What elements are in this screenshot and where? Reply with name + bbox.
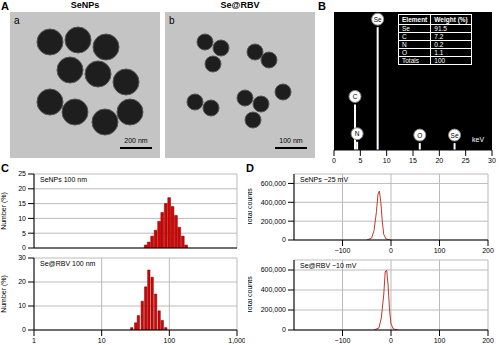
html-text:Totals: Totals bbox=[402, 57, 419, 64]
html-text:1.1: 1.1 bbox=[434, 49, 444, 56]
html-text:SeNPs: SeNPs bbox=[70, 0, 100, 10]
html-text:N: N bbox=[402, 41, 407, 48]
html-text:7.2: 7.2 bbox=[434, 33, 444, 40]
svg-text:100: 100 bbox=[434, 247, 446, 254]
svg-text:25: 25 bbox=[18, 170, 26, 177]
html-text:Se@RBV: Se@RBV bbox=[220, 0, 260, 10]
html-text:B: B bbox=[318, 0, 326, 12]
svg-text:20: 20 bbox=[18, 278, 26, 285]
svg-text:0: 0 bbox=[389, 247, 393, 254]
svg-text:1: 1 bbox=[32, 337, 36, 344]
svg-text:0: 0 bbox=[22, 244, 26, 251]
svg-text:600,000: 600,000 bbox=[261, 180, 286, 187]
svg-text:20: 20 bbox=[435, 157, 443, 164]
svg-text:10: 10 bbox=[18, 215, 26, 222]
svg-text:400,000: 400,000 bbox=[261, 199, 286, 206]
svg-text:600,000: 600,000 bbox=[261, 266, 286, 273]
svg-text:20: 20 bbox=[18, 185, 26, 192]
svg-text:C: C bbox=[353, 93, 358, 100]
html-text:Se@RBV 100 nm: Se@RBV 100 nm bbox=[40, 260, 96, 267]
svg-text:200: 200 bbox=[482, 337, 494, 344]
svg-text:400,000: 400,000 bbox=[261, 286, 286, 293]
svg-text:0: 0 bbox=[22, 326, 26, 333]
svg-text:100 nm: 100 nm bbox=[279, 137, 303, 144]
svg-text:b: b bbox=[169, 15, 175, 26]
html-text:O: O bbox=[402, 49, 408, 56]
svg-text:Total counts: Total counts bbox=[248, 276, 253, 314]
html-text:keV: keV bbox=[472, 136, 485, 143]
svg-text:100: 100 bbox=[434, 337, 446, 344]
svg-text:200,000: 200,000 bbox=[261, 218, 286, 225]
html-text:Weight (%): Weight (%) bbox=[434, 16, 468, 23]
svg-text:0: 0 bbox=[389, 337, 393, 344]
svg-text:5: 5 bbox=[22, 230, 26, 237]
svg-text:30: 30 bbox=[488, 157, 496, 164]
svg-text:200 nm: 200 nm bbox=[124, 137, 148, 144]
html-text:A: A bbox=[1, 0, 9, 12]
svg-text:5: 5 bbox=[358, 157, 362, 164]
svg-text:Se: Se bbox=[451, 132, 459, 139]
html-text:0.2: 0.2 bbox=[434, 41, 444, 48]
svg-text:0: 0 bbox=[332, 157, 336, 164]
svg-text:15: 15 bbox=[409, 157, 417, 164]
svg-text:O: O bbox=[417, 132, 422, 139]
svg-text:−100: −100 bbox=[335, 337, 351, 344]
svg-text:Number (%): Number (%) bbox=[0, 192, 8, 230]
svg-text:−100: −100 bbox=[335, 247, 351, 254]
html-text:91.5: 91.5 bbox=[434, 25, 447, 32]
svg-text:1,000: 1,000 bbox=[228, 337, 245, 344]
html-text:SeNPs −25 mV: SeNPs −25 mV bbox=[300, 176, 349, 183]
html-text:Se: Se bbox=[402, 25, 410, 32]
html-text:Se@RBV −10 mV: Se@RBV −10 mV bbox=[300, 262, 357, 269]
svg-text:N: N bbox=[355, 130, 360, 137]
html-text:D: D bbox=[246, 162, 254, 174]
svg-text:a: a bbox=[14, 15, 20, 26]
svg-text:10: 10 bbox=[383, 157, 391, 164]
svg-text:0: 0 bbox=[282, 326, 286, 333]
html-text:C: C bbox=[402, 33, 407, 40]
html-text:Element: Element bbox=[402, 16, 428, 23]
svg-text:30: 30 bbox=[18, 254, 26, 261]
svg-text:200: 200 bbox=[482, 247, 494, 254]
html-text:100: 100 bbox=[434, 57, 446, 64]
svg-text:10: 10 bbox=[18, 302, 26, 309]
html-text:C: C bbox=[1, 162, 9, 174]
svg-text:15: 15 bbox=[18, 200, 26, 207]
svg-text:Total counts: Total counts bbox=[248, 188, 253, 226]
svg-text:Se: Se bbox=[374, 16, 382, 23]
svg-text:Number (%): Number (%) bbox=[0, 275, 8, 313]
svg-text:25: 25 bbox=[462, 157, 470, 164]
html-text:SeNPs 100 nm: SeNPs 100 nm bbox=[40, 176, 88, 183]
svg-text:0: 0 bbox=[282, 236, 286, 243]
svg-text:100: 100 bbox=[163, 337, 175, 344]
svg-text:10: 10 bbox=[98, 337, 106, 344]
svg-text:200,000: 200,000 bbox=[261, 306, 286, 313]
